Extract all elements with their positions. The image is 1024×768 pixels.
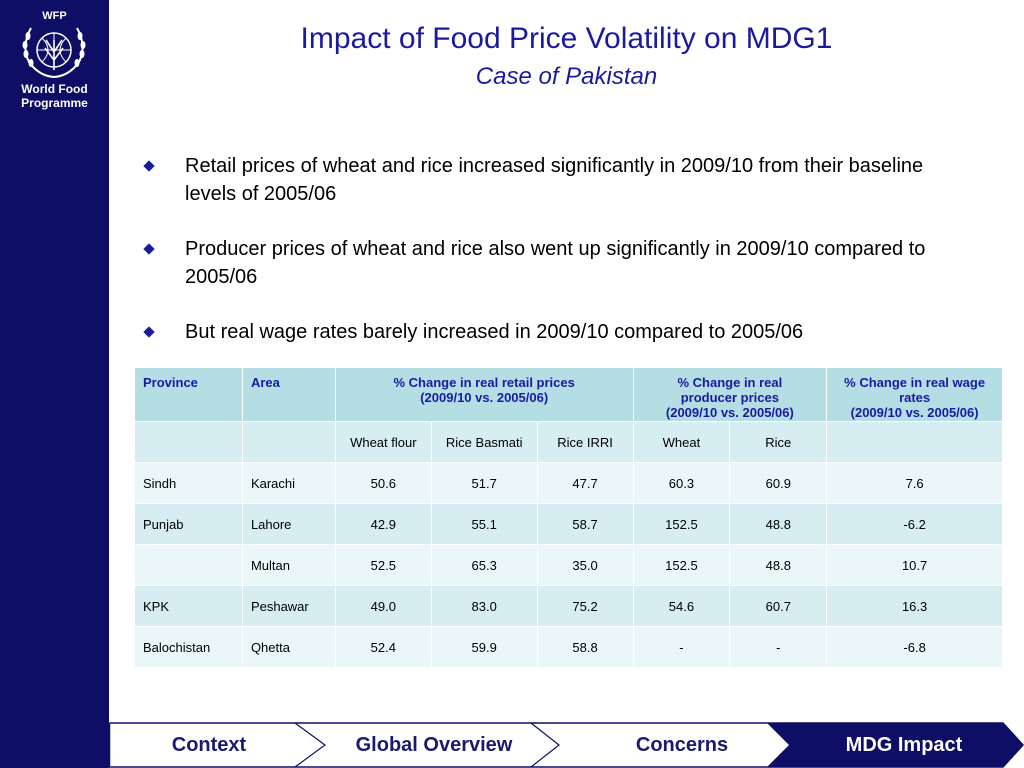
table-cell: 83.0 — [430, 585, 538, 627]
table-cell: 58.7 — [536, 503, 634, 545]
bullet-text: But real wage rates barely increased in … — [185, 321, 804, 343]
table-cell: 59.9 — [430, 626, 538, 668]
header-wage-line: rates — [899, 390, 931, 405]
table-cell: 47.7 — [536, 462, 634, 504]
diamond-bullet-icon — [143, 326, 155, 338]
table-cell: Balochistan — [134, 626, 243, 668]
table-cell: 52.4 — [334, 626, 432, 668]
nav-mdg-impact[interactable]: MDG Impact — [845, 734, 963, 756]
header-retail-period: (2009/10 vs. 2005/06) — [420, 390, 549, 405]
header-producer-line: producer prices — [680, 390, 779, 405]
nav-global-overview[interactable]: Global Overview — [355, 734, 513, 756]
header-producer-prices: % Change in real producer prices (2009/1… — [632, 367, 828, 422]
table-cell: 52.5 — [334, 544, 432, 586]
subheader-cell: Wheat flour — [334, 421, 432, 463]
subheader-cell — [241, 421, 336, 463]
table-cell: 48.8 — [729, 503, 828, 545]
table-cell: Lahore — [241, 503, 336, 545]
header-retail-prices: % Change in real retail prices (2009/10 … — [334, 367, 634, 422]
table-header-row: Province Area % Change in real retail pr… — [134, 367, 1003, 422]
bullet-item: Retail prices of wheat and rice increase… — [142, 152, 962, 208]
diamond-bullet-icon — [143, 243, 155, 255]
table-cell: 55.1 — [430, 503, 538, 545]
header-area: Area — [241, 367, 336, 422]
table-cell: Karachi — [241, 462, 336, 504]
slide-subtitle: Case of Pakistan — [475, 63, 658, 90]
nav-concerns[interactable]: Concerns — [635, 734, 729, 756]
subheader-cell: Rice IRRI — [536, 421, 634, 463]
table-cell: 54.6 — [632, 585, 731, 627]
table-cell: Punjab — [134, 503, 243, 545]
table-cell: KPK — [134, 585, 243, 627]
wfp-emblem-icon — [22, 27, 86, 78]
table-cell: 49.0 — [334, 585, 432, 627]
nav-chevron-background — [109, 722, 1024, 768]
header-retail-line: % Change in real retail prices — [393, 375, 575, 390]
table-cell: 51.7 — [430, 462, 538, 504]
table-cell: 35.0 — [536, 544, 634, 586]
table-cell: 152.5 — [632, 503, 731, 545]
table-cell: -6.8 — [826, 626, 1003, 668]
table-cell: Qhetta — [241, 626, 336, 668]
header-wage-rates: % Change in real wage rates (2009/10 vs.… — [826, 367, 1003, 422]
table-cell: - — [632, 626, 731, 668]
logo-name-line1: World Food — [21, 82, 88, 96]
logo-acronym: WFP — [42, 10, 67, 22]
price-change-table: Province Area % Change in real retail pr… — [134, 367, 1003, 668]
subheader-cell: Rice Basmati — [430, 421, 538, 463]
table-cell: 16.3 — [826, 585, 1003, 627]
table-cell: 42.9 — [334, 503, 432, 545]
bullet-list: Retail prices of wheat and rice increase… — [142, 152, 962, 373]
logo-name-line2: Programme — [21, 96, 88, 110]
table-cell: 60.7 — [729, 585, 828, 627]
bullet-item: Producer prices of wheat and rice also w… — [142, 235, 962, 291]
subheader-cell: Rice — [729, 421, 828, 463]
table-cell: Sindh — [134, 462, 243, 504]
table-cell: 60.3 — [632, 462, 731, 504]
table-cell: 7.6 — [826, 462, 1003, 504]
table-cell: 50.6 — [334, 462, 432, 504]
table-cell: - — [729, 626, 828, 668]
bullet-text: Retail prices of wheat and rice increase… — [185, 155, 924, 205]
table-cell: 60.9 — [729, 462, 828, 504]
table-cell — [134, 544, 243, 586]
sidebar: WFP World Food Programme — [0, 0, 109, 768]
bullet-item: But real wage rates barely increased in … — [142, 318, 962, 346]
table-cell: 65.3 — [430, 544, 538, 586]
table-cell: 152.5 — [632, 544, 731, 586]
table-cell: 10.7 — [826, 544, 1003, 586]
wfp-logo: WFP World Food Programme — [0, 0, 109, 120]
table-cell: -6.2 — [826, 503, 1003, 545]
subheader-cell — [826, 421, 1003, 463]
nav-active-chevron — [767, 723, 1023, 767]
table-cell: Multan — [241, 544, 336, 586]
table-cell: 75.2 — [536, 585, 634, 627]
header-wage-period: (2009/10 vs. 2005/06) — [850, 405, 979, 420]
subheader-row: Wheat flour Rice Basmati Rice IRRI Wheat… — [134, 421, 1003, 463]
nav-context[interactable]: Context — [171, 734, 247, 756]
table-row: Multan 52.5 65.3 35.0 152.5 48.8 10.7 — [134, 544, 1003, 586]
table-row: Sindh Karachi 50.6 51.7 47.7 60.3 60.9 7.6 — [134, 462, 1003, 504]
section-navigation: Context Global Overview Concerns MDG Imp… — [109, 722, 1024, 768]
subheader-cell — [134, 421, 243, 463]
table-row: Balochistan Qhetta 52.4 59.9 58.8- - -6.8 — [134, 626, 1003, 668]
table-cell: 58.8 — [536, 626, 634, 668]
header-producer-line: % Change in real — [677, 375, 783, 390]
bullet-text: Producer prices of wheat and rice also w… — [185, 238, 926, 288]
header-wage-line: % Change in real wage — [844, 375, 986, 390]
table-cell: Peshawar — [241, 585, 336, 627]
subheader-cell: Wheat — [632, 421, 731, 463]
slide-title: Impact of Food Price Volatility on MDG1 — [300, 22, 833, 55]
table-row: Punjab Lahore 42.9 55.1 58.7 152.5 48.8 -6.2 — [134, 503, 1003, 545]
diamond-bullet-icon — [143, 160, 155, 172]
table-row: KPK Peshawar 49.0 83.0 75.2 54.6 60.7 16.3 — [134, 585, 1003, 627]
header-province: Province — [134, 367, 243, 422]
table-cell: 48.8 — [729, 544, 828, 586]
header-producer-period: (2009/10 vs. 2005/06) — [665, 405, 794, 420]
